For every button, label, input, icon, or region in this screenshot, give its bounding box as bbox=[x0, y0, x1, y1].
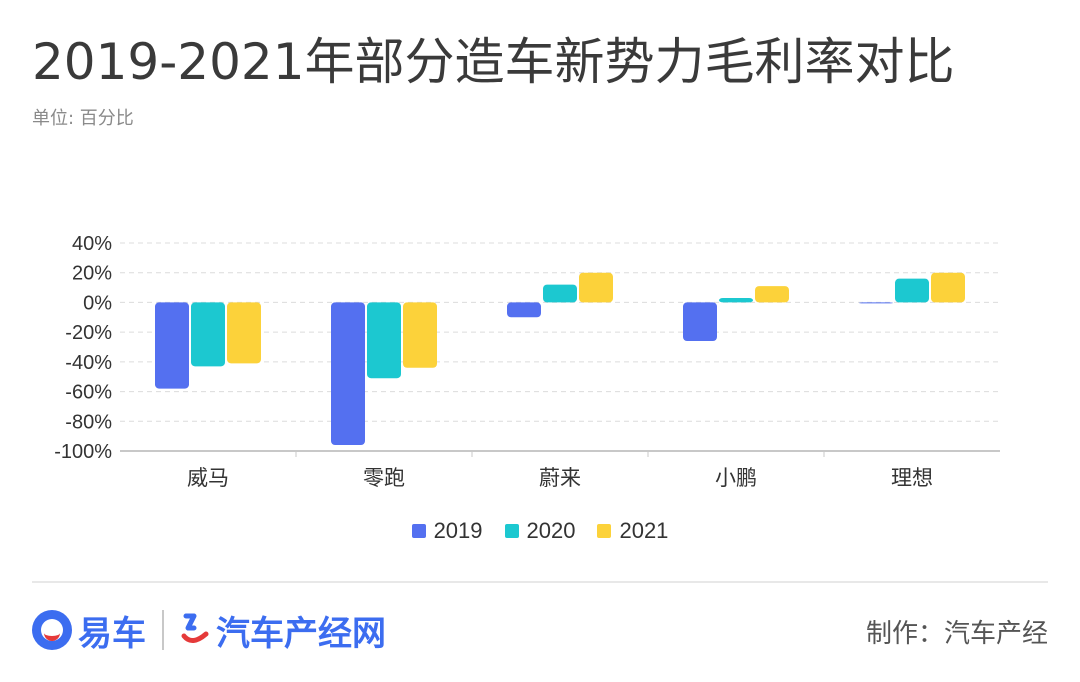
legend-item-2021: 2021 bbox=[597, 518, 668, 544]
yiche-logo-text: 易车 bbox=[78, 613, 146, 654]
x-category-label: 蔚来 bbox=[539, 466, 581, 490]
bar-2020-理想 bbox=[895, 278, 929, 303]
footer-divider bbox=[32, 581, 1048, 583]
legend-item-2019: 2019 bbox=[411, 518, 483, 544]
x-category-label: 威马 bbox=[187, 466, 229, 490]
qichechanjing-logo-icon bbox=[180, 612, 210, 648]
bar-2019-小鹏 bbox=[683, 302, 717, 342]
bar-2019-零跑 bbox=[331, 302, 365, 446]
bar-2020-威马 bbox=[191, 302, 225, 367]
bar-2021-威马 bbox=[227, 302, 261, 364]
bar-2021-理想 bbox=[931, 272, 965, 303]
y-tick-label: 0% bbox=[83, 292, 112, 314]
chart-title: 2019-2021年部分造车新势力毛利率对比 bbox=[32, 33, 955, 91]
legend-label: 2019 bbox=[433, 518, 483, 543]
bar-2021-小鹏 bbox=[755, 286, 789, 303]
bar-2020-零跑 bbox=[367, 302, 401, 379]
bar-2019-理想 bbox=[859, 302, 893, 304]
y-tick-label: -80% bbox=[65, 411, 112, 433]
qichechanjing-logo-text: 汽车产经网 bbox=[216, 613, 386, 654]
y-tick-label: -60% bbox=[65, 382, 112, 404]
bar-chart: 40% 20% 0% -20% -40% -60% -80% -100% 威马 零跑 蔚来 小鹏 理想 bbox=[54, 233, 1000, 490]
y-tick-label: 20% bbox=[72, 263, 112, 285]
yiche-logo-icon bbox=[32, 610, 72, 650]
y-tick-label: -40% bbox=[65, 352, 112, 374]
bar-2021-零跑 bbox=[403, 302, 437, 368]
x-category-label: 理想 bbox=[891, 466, 933, 490]
bar-2020-小鹏 bbox=[719, 297, 753, 303]
legend-label: 2020 bbox=[526, 518, 576, 543]
y-tick-label: -100% bbox=[54, 441, 112, 463]
bar-2019-蔚来 bbox=[507, 302, 541, 318]
credit-text: 制作：汽车产经 bbox=[865, 619, 1048, 649]
legend-swatch bbox=[504, 524, 519, 538]
bar-2021-蔚来 bbox=[579, 272, 613, 303]
y-tick-label: -20% bbox=[65, 322, 112, 344]
bar-2020-蔚来 bbox=[543, 284, 577, 303]
y-tick-label: 40% bbox=[72, 233, 112, 255]
legend-swatch bbox=[597, 524, 612, 538]
bar-2019-威马 bbox=[155, 302, 189, 389]
legend-label: 2021 bbox=[619, 518, 669, 543]
logo-divider bbox=[162, 610, 164, 650]
legend-item-2020: 2020 bbox=[504, 518, 576, 544]
x-category-label: 小鹏 bbox=[715, 466, 757, 490]
legend-swatch bbox=[411, 524, 426, 538]
chart-subtitle: 单位: 百分比 bbox=[32, 108, 134, 129]
x-category-label: 零跑 bbox=[363, 466, 405, 490]
footer-logos: 易车 汽车产经网 bbox=[32, 606, 386, 654]
chart-legend: 2019 2020 2021 bbox=[0, 518, 1080, 544]
